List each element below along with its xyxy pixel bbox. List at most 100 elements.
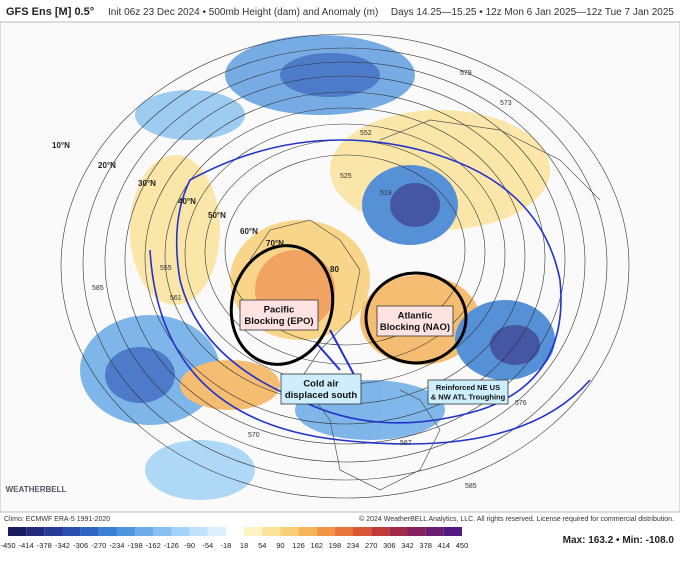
- colorbar-swatch: [207, 527, 226, 536]
- colorbar-swatch: [80, 527, 99, 536]
- contour-label: 525: [340, 173, 352, 180]
- map-labels: 10°N 20°N 30°N 40°N 50°N 60°N 70°N 80 552 579 573 5…: [52, 70, 527, 490]
- climo-note: Climo: ECMWF ERA-5 1991-2020: [4, 516, 110, 523]
- colorbar-swatch: [280, 527, 299, 536]
- contour-label: 579: [460, 70, 472, 77]
- latitude-label: 40°N: [178, 197, 196, 206]
- height-contours: [60, 33, 630, 499]
- copyright: © 2024 WeatherBELL Analytics, LLC. All r…: [359, 515, 674, 523]
- colorbar-swatch: [62, 527, 81, 536]
- colorbar-swatch: [225, 527, 245, 536]
- colorbar-swatch: [389, 527, 408, 536]
- colorbar-tick-label: 306: [383, 541, 396, 550]
- annotation-text: displaced south: [285, 390, 358, 401]
- colorbar-swatch: [189, 527, 208, 536]
- contour-label: 585: [92, 285, 104, 292]
- colorbar-swatch: [153, 527, 172, 536]
- colorbar-tick-label: 378: [419, 541, 432, 550]
- colorbar-swatch: [262, 527, 281, 536]
- annotation-text: Blocking (NAO): [380, 322, 450, 333]
- contour-label: 519: [380, 190, 392, 197]
- colorbar-tick-label: 54: [258, 541, 266, 550]
- annotation-box: [239, 299, 319, 331]
- contour-label: 561: [170, 295, 182, 302]
- colorbar-tick-label: -378: [37, 541, 52, 550]
- latitude-label: 50°N: [208, 211, 226, 220]
- contour-label: 552: [360, 130, 372, 137]
- atlantic-block-outline: [364, 271, 468, 365]
- map: [0, 21, 680, 513]
- colorbar-tick-label: -162: [146, 541, 161, 550]
- colorbar-swatch: [316, 527, 335, 536]
- colorbar-tick-label: -234: [109, 541, 124, 550]
- colorbar-swatch: [171, 527, 190, 536]
- colorbar-tick-label: -18: [220, 541, 231, 550]
- colorbar-swatch: [371, 527, 390, 536]
- contour-label: 570: [248, 432, 260, 439]
- latitude-label: 80: [330, 265, 339, 274]
- contour-label: 585: [465, 483, 477, 490]
- colorbar-tick-label: 18: [240, 541, 248, 550]
- latitude-label: 60°N: [240, 227, 258, 236]
- contour-label: 576: [515, 400, 527, 407]
- colorbar-tick-label: 162: [310, 541, 323, 550]
- logo: WEATHERBELL: [6, 485, 67, 494]
- colorbar-swatch: [26, 527, 45, 536]
- annotation-text: Blocking (EPO): [244, 316, 313, 327]
- coastlines: [249, 119, 601, 491]
- product-description: Init 06z 23 Dec 2024 • 500mb Height (dam…: [108, 7, 378, 18]
- annotation-text: Reinforced NE US: [436, 383, 500, 392]
- contour-label: 555: [160, 265, 172, 272]
- latitude-label: 20°N: [98, 161, 116, 170]
- colorbar-tick-label: 342: [401, 541, 414, 550]
- valid-time: Days 14.25—15.25 • 12z Mon 6 Jan 2025—12…: [391, 7, 675, 18]
- annotation-box: [376, 305, 454, 337]
- colorbar-tick-label: -90: [184, 541, 195, 550]
- colorbar-tick-label: -306: [73, 541, 88, 550]
- colorbar-tick-label: 126: [292, 541, 305, 550]
- colorbar-tick-label: -414: [19, 541, 34, 550]
- colorbar-tick-label: 270: [365, 541, 378, 550]
- colorbar-swatch: [44, 527, 63, 536]
- cold-air-arrow: [317, 329, 359, 383]
- colorbar-tick-label: -198: [128, 541, 143, 550]
- colorbar-swatch: [443, 527, 462, 536]
- colorbar-swatch: [135, 527, 154, 536]
- latitude-label: 30°N: [138, 179, 156, 188]
- annotation-text: Cold air: [303, 379, 339, 390]
- colorbar-swatch: [334, 527, 354, 536]
- colorbar-tick-label: 198: [329, 541, 342, 550]
- colorbar-swatch: [353, 527, 372, 536]
- colorbar-tick-label: -54: [202, 541, 213, 550]
- colorbar-swatch: [244, 527, 263, 536]
- latitude-label: 70°N: [266, 239, 284, 248]
- annotation-text: Atlantic: [398, 311, 433, 322]
- annotation-text: & NW ATL Troughing: [431, 392, 506, 401]
- colorbar-tick-label: 90: [276, 541, 284, 550]
- colorbar: -450 -414 -378 -342 -306 -270 -234 -198 -162 -126…: [0, 527, 468, 550]
- colorbar-tick-label: 414: [438, 541, 451, 550]
- annotation-text: Pacific: [264, 305, 295, 316]
- colorbar-swatch: [425, 527, 444, 536]
- extremes: Max: 163.2 • Min: -108.0: [563, 535, 675, 546]
- product-title: GFS Ens [M] 0.5°: [6, 6, 94, 18]
- colorbar-tick-label: -126: [164, 541, 179, 550]
- colorbar-tick-label: -270: [91, 541, 106, 550]
- latitude-label: 10°N: [52, 141, 70, 150]
- colorbar-tick-label: -342: [55, 541, 70, 550]
- colorbar-tick-label: 450: [456, 541, 469, 550]
- colorbar-swatch: [98, 527, 117, 536]
- contour-label: 573: [500, 100, 512, 107]
- colorbar-tick-label: -450: [0, 541, 15, 550]
- colorbar-swatch: [8, 527, 27, 536]
- colorbar-swatch: [298, 527, 317, 536]
- annotation-box: [280, 373, 362, 405]
- annotation-box: [427, 379, 509, 405]
- colorbar-swatch: [116, 527, 136, 536]
- colorbar-swatch: [407, 527, 426, 536]
- contour-label: 567: [400, 440, 412, 447]
- colorbar-tick-label: 234: [347, 541, 360, 550]
- anomaly-shading: [80, 35, 555, 500]
